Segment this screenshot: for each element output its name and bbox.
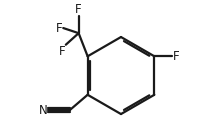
Text: F: F bbox=[173, 50, 180, 63]
Text: F: F bbox=[58, 45, 65, 58]
Text: N: N bbox=[39, 104, 47, 117]
Text: F: F bbox=[56, 22, 62, 35]
Text: F: F bbox=[75, 3, 82, 16]
